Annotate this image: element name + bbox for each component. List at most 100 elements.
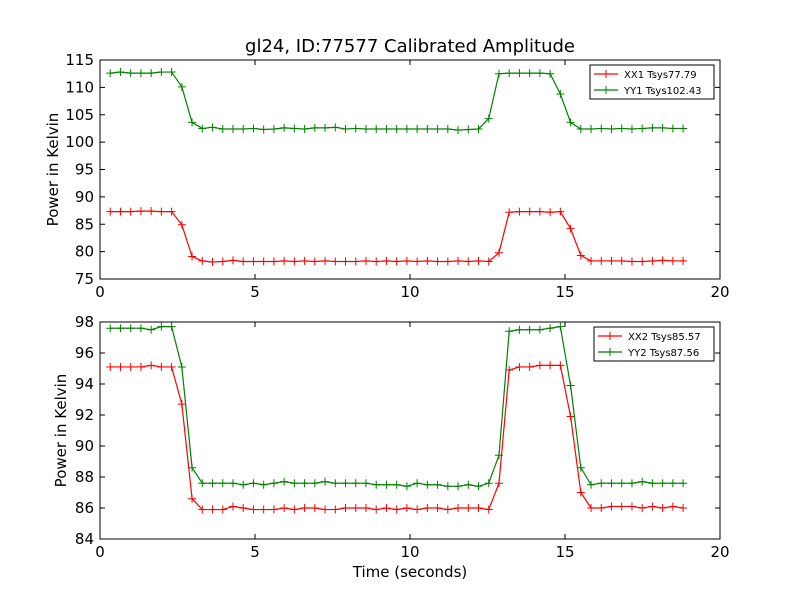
- series-line-1: [110, 210, 684, 263]
- data-point: [147, 69, 156, 78]
- legend: XX2 Tsys85.57 YY2 Tsys87.56: [593, 326, 715, 362]
- data-point: [382, 256, 391, 265]
- data-point: [239, 257, 248, 266]
- data-point: [474, 482, 483, 491]
- data-point: [177, 82, 186, 91]
- data-point: [239, 480, 248, 489]
- data-point: [546, 69, 555, 78]
- data-point: [423, 256, 432, 265]
- legend-label: XX1 Tsys77.79: [624, 70, 697, 81]
- data-point: [136, 207, 145, 216]
- data-point: [351, 124, 360, 133]
- data-point: [556, 322, 565, 331]
- data-point: [177, 220, 186, 229]
- data-point: [546, 361, 555, 370]
- legend-marker: [602, 86, 610, 94]
- data-point: [566, 224, 575, 233]
- y-tick-label: 85: [75, 215, 94, 233]
- data-point: [535, 361, 544, 370]
- data-point: [535, 207, 544, 216]
- data-point: [597, 124, 606, 133]
- data-point: [239, 504, 248, 512]
- data-point: [218, 505, 227, 514]
- data-point: [617, 502, 626, 511]
- y-tick-label: 90: [75, 437, 94, 455]
- data-point: [566, 381, 575, 390]
- data-point: [300, 479, 309, 488]
- data-point: [126, 207, 135, 216]
- legend-label: YY1 Tsys102.43: [623, 86, 702, 97]
- y-tick-label: 86: [75, 499, 94, 517]
- data-point: [310, 257, 319, 266]
- data-point: [566, 118, 575, 127]
- y-tick-label: 95: [75, 161, 94, 179]
- data-point: [464, 257, 473, 266]
- data-point: [648, 256, 657, 265]
- data-point: [576, 488, 585, 497]
- data-point: [372, 480, 381, 489]
- data-point: [392, 505, 401, 514]
- data-point: [218, 257, 227, 266]
- data-point: [576, 124, 585, 133]
- x-tick-label: 5: [250, 283, 260, 301]
- data-point: [157, 322, 166, 331]
- data-point: [331, 505, 340, 514]
- data-point: [546, 208, 555, 217]
- data-point: [382, 480, 391, 489]
- data-point: [494, 479, 503, 488]
- y-axis-label: Power in Kelvin: [44, 113, 62, 227]
- data-point: [259, 505, 268, 514]
- data-point: [607, 479, 616, 488]
- data-point: [515, 69, 524, 78]
- x-tick-label: 15: [555, 543, 574, 561]
- y-tick-label: 84: [75, 530, 94, 548]
- data-point: [372, 257, 381, 266]
- data-point: [505, 327, 514, 336]
- data-point: [157, 68, 166, 77]
- data-point: [505, 208, 514, 217]
- data-point: [290, 124, 299, 133]
- data-point: [106, 324, 115, 333]
- legend-label: XX2 Tsys85.57: [628, 332, 701, 343]
- data-point: [494, 248, 503, 257]
- data-point: [147, 207, 156, 216]
- y-axis-label: Power in Kelvin: [52, 374, 70, 488]
- data-point: [331, 123, 340, 132]
- data-point: [372, 505, 381, 514]
- data-point: [208, 258, 217, 267]
- x-tick-label: 10: [400, 283, 419, 301]
- data-point: [464, 125, 473, 134]
- data-point: [321, 505, 330, 514]
- data-point: [638, 477, 647, 486]
- data-point: [617, 479, 626, 488]
- data-point: [198, 505, 207, 514]
- data-point: [658, 256, 667, 265]
- data-point: [525, 362, 534, 371]
- data-point: [658, 479, 667, 488]
- data-point: [402, 256, 411, 265]
- data-point: [474, 256, 483, 265]
- data-point: [658, 504, 667, 512]
- data-point: [679, 479, 688, 488]
- data-point: [402, 482, 411, 491]
- x-tick-label: 20: [710, 283, 729, 301]
- data-point: [147, 325, 156, 334]
- data-point: [535, 69, 544, 78]
- data-point: [106, 362, 115, 371]
- x-tick-label: 0: [95, 543, 105, 561]
- data-point: [290, 479, 299, 488]
- data-point: [576, 463, 585, 472]
- data-point: [566, 412, 575, 421]
- data-point: [525, 69, 534, 78]
- data-point: [321, 256, 330, 265]
- data-point: [157, 207, 166, 216]
- data-point: [587, 256, 596, 265]
- data-point: [454, 126, 463, 135]
- y-tick-label: 88: [75, 468, 94, 486]
- data-point: [413, 505, 422, 514]
- data-point: [638, 124, 647, 133]
- data-point: [331, 257, 340, 266]
- data-point: [443, 124, 452, 133]
- x-tick-label: 0: [95, 283, 105, 301]
